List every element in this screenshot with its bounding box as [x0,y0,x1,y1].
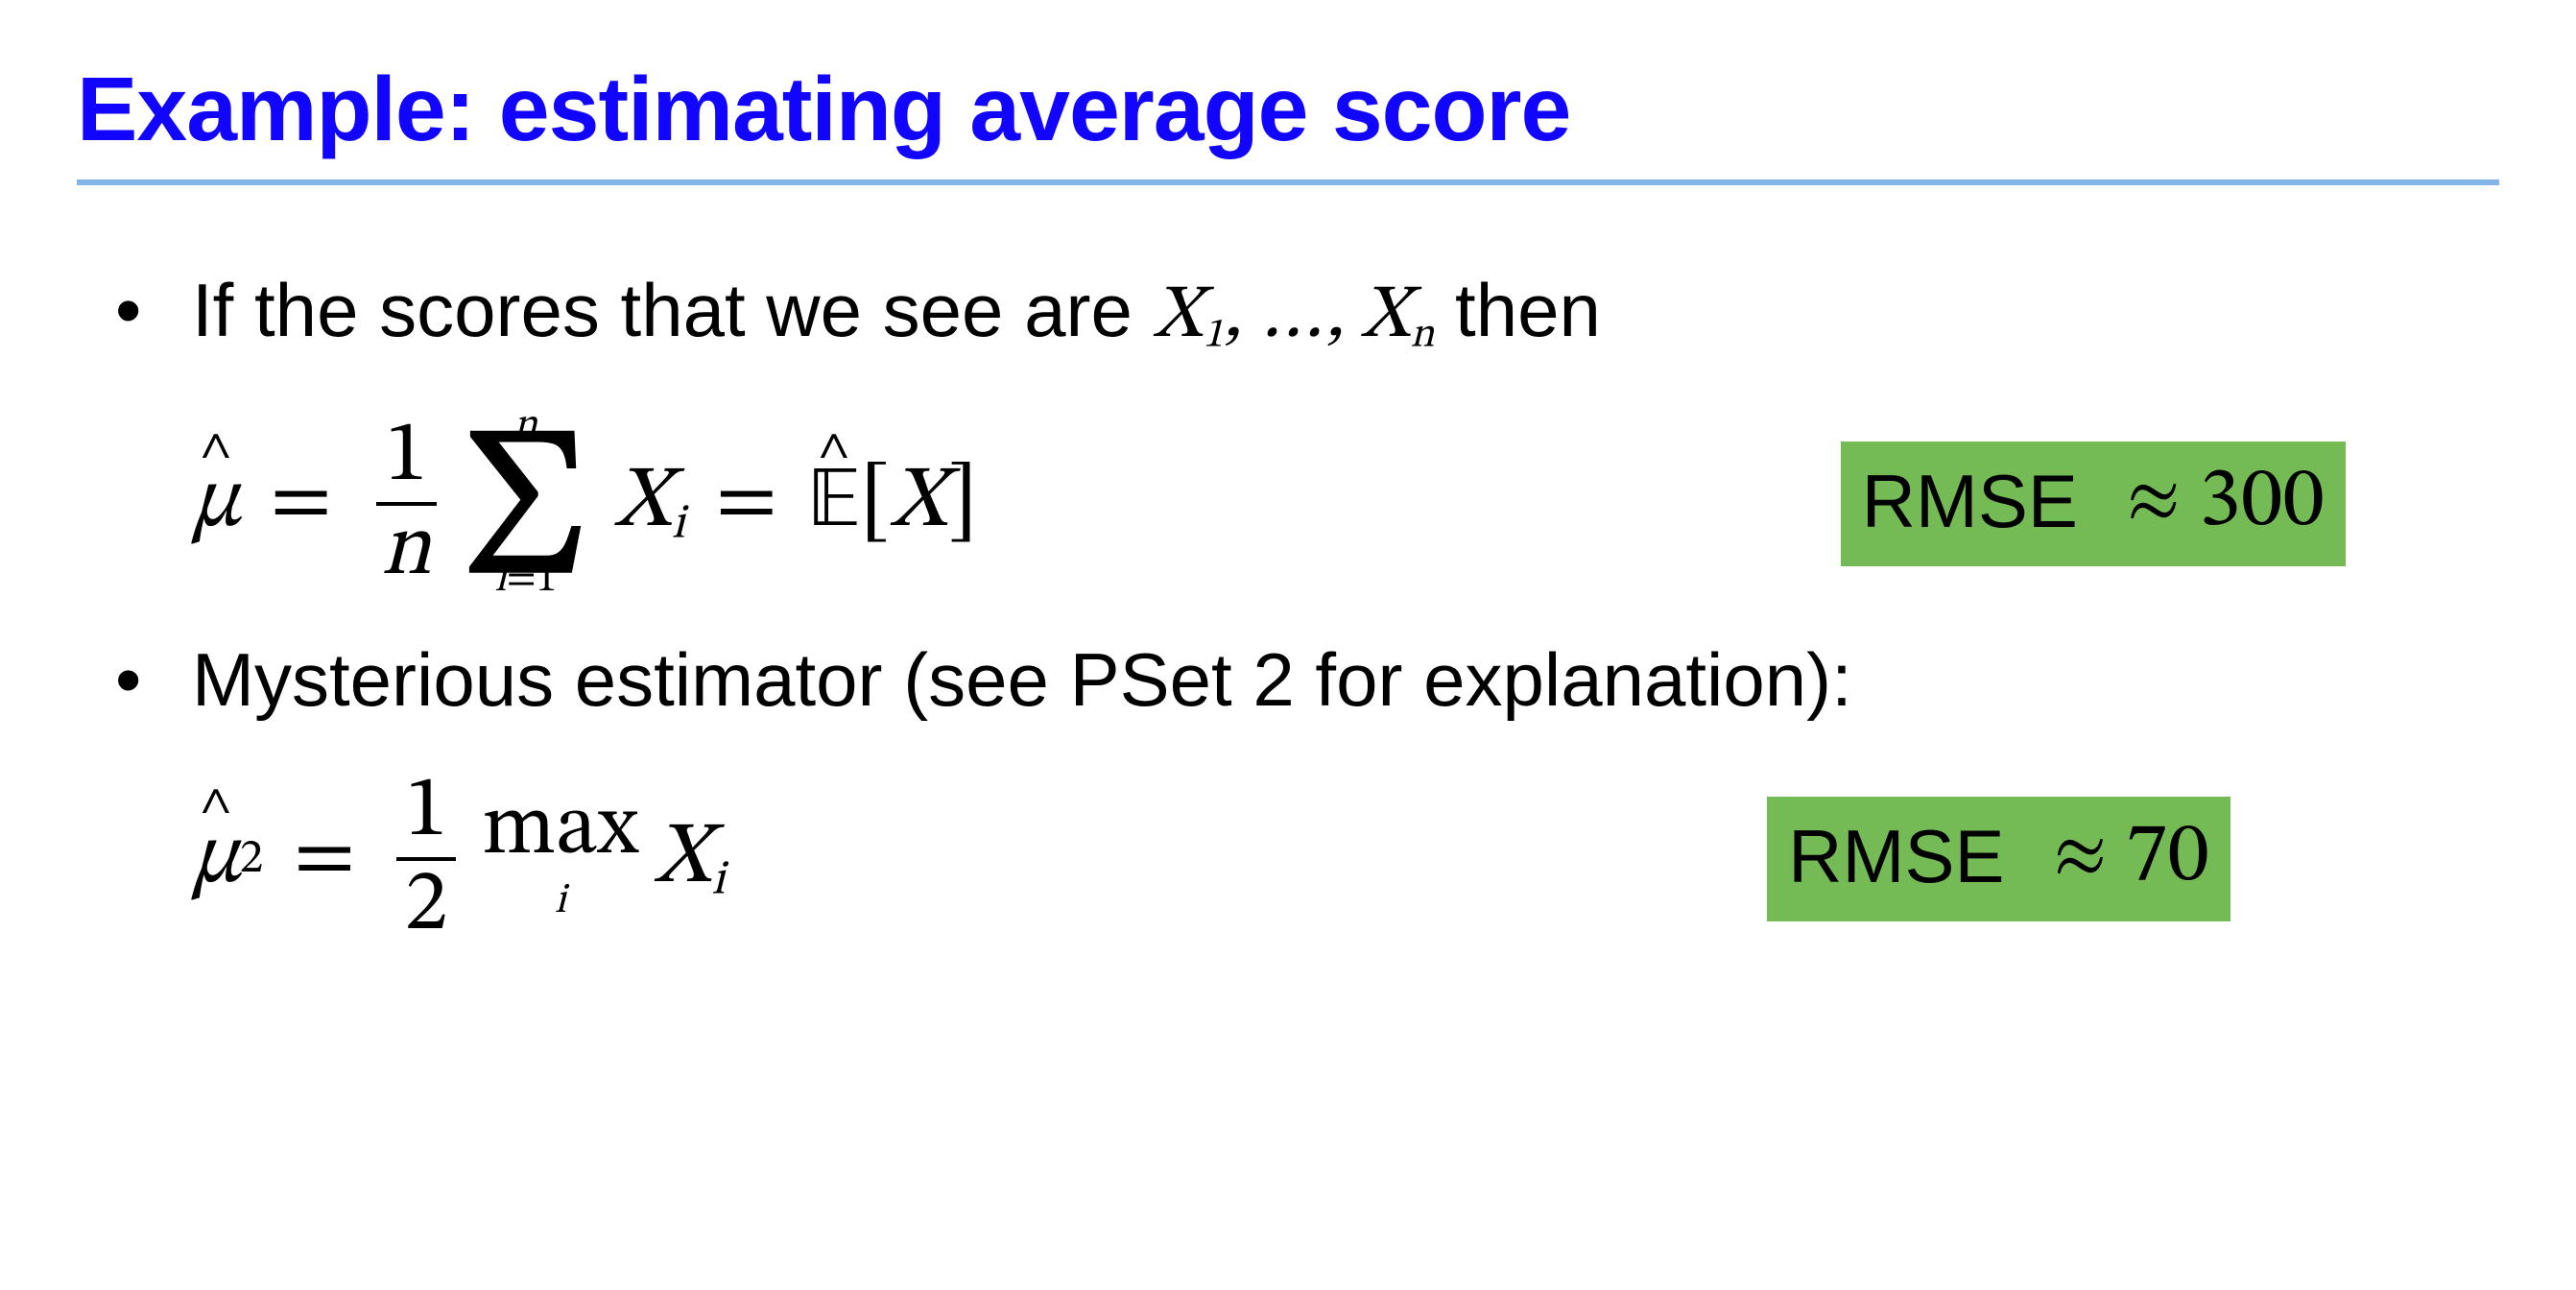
max-operator: max [482,787,638,873]
rmse-badge: RMSE ≈ 70 [1767,797,2230,921]
equation-mu-hat: ^μ = 1 n n ∑ i=1 Xi = ^𝔼[X] [192,404,978,603]
bullet-text-suffix: then [1434,268,1600,352]
frac-numerator: 1 [376,412,437,506]
rmse-value: 300 [2199,447,2325,557]
equation-row: ^μ = 1 n n ∑ i=1 Xi = ^𝔼[X] RMSE ≈ [77,404,2499,603]
frac-denominator: n [372,506,440,596]
inline-math-x1-xn: X1, …, Xn [1154,279,1435,354]
bullet-item: If the scores that we see are X1, …, Xn … [77,262,2499,366]
rmse-label: RMSE [1862,453,2078,550]
bullet-item: Mysterious estimator (see PSet 2 for exp… [77,632,2499,729]
frac-denominator: 2 [396,861,457,951]
slide-body: If the scores that we see are X1, …, Xn … [77,262,2499,951]
frac-numerator: 1 [396,767,457,861]
bullet-text-prefix: If the scores that we see are [192,268,1154,352]
approx-symbol: ≈ [2053,808,2107,905]
equation-mu-hat-2: ^μ2 = 1 2 max i Xi [192,767,725,950]
bullet-text-prefix: Mysterious estimator (see PSet 2 for exp… [192,637,1852,722]
approx-symbol: ≈ [2127,453,2181,550]
equation-row: ^μ2 = 1 2 max i Xi RMSE ≈ 70 [77,767,2499,950]
title-underline [77,179,2499,185]
rmse-label: RMSE [1788,808,2004,905]
rmse-value: 70 [2126,802,2209,912]
slide-title: Example: estimating average score [77,58,2499,162]
rmse-badge: RMSE ≈ 300 [1841,442,2346,566]
max-subscript: i [555,873,566,931]
